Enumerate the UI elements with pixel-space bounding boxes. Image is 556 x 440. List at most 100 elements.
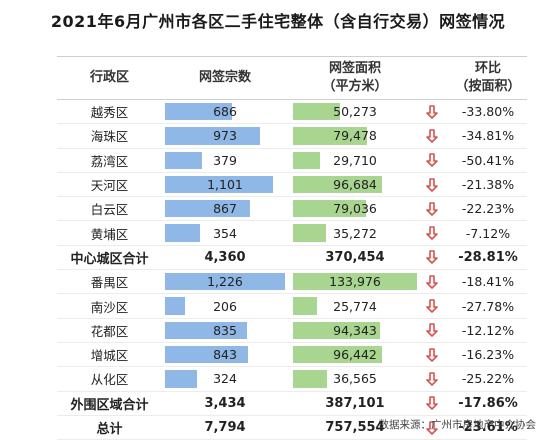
table-row: 白云区 867 79,036 -22.23% xyxy=(57,197,527,222)
count-cell: 1,101 xyxy=(165,173,285,196)
count-cell: 324 xyxy=(165,367,285,390)
count-bar xyxy=(165,127,261,145)
table-row: 越秀区 686 50,273 -33.80% xyxy=(57,100,527,125)
table-row: 南沙区 206 25,774 -27.78% xyxy=(57,294,527,319)
change-value: -18.41% xyxy=(461,274,515,290)
count-value: 686 xyxy=(213,104,237,120)
header-change-line2: （按面积） xyxy=(455,79,521,94)
area-cell: 25,774 xyxy=(293,294,417,317)
area-cell: 94,343 xyxy=(293,319,417,342)
count-value: 4,360 xyxy=(204,249,246,265)
table-row: 花都区 835 94,343 -12.12% xyxy=(57,319,527,343)
table-body: 越秀区 686 50,273 -33.80% 海珠区 973 79,478 -34.81% 荔湾… xyxy=(57,100,527,440)
area-bar xyxy=(293,103,340,121)
data-source: 数据来源：广州市房地产中介协会 xyxy=(378,419,537,431)
count-value: 206 xyxy=(213,298,237,314)
count-value: 354 xyxy=(213,225,237,241)
count-bar xyxy=(165,321,247,339)
area-bar xyxy=(293,273,417,291)
arrow-down-icon xyxy=(417,416,447,439)
arrow-down-icon xyxy=(417,392,447,415)
change-value: -12.12% xyxy=(461,322,515,338)
count-bar xyxy=(165,224,200,242)
area-bar xyxy=(293,370,327,388)
district-name: 荔湾区 xyxy=(90,153,129,169)
count-bar xyxy=(165,345,248,364)
count-value: 1,101 xyxy=(207,177,243,193)
area-cell: 35,272 xyxy=(293,221,417,244)
area-cell: 96,442 xyxy=(293,343,417,366)
area-cell: 36,565 xyxy=(293,367,417,390)
area-bar xyxy=(293,224,326,242)
change-value: -17.86% xyxy=(458,395,518,411)
change-value: -22.23% xyxy=(461,201,515,217)
change-value: -33.80% xyxy=(461,104,515,120)
count-cell: 835 xyxy=(165,319,285,342)
count-value: 379 xyxy=(213,152,237,168)
change-value: -7.12% xyxy=(465,225,511,241)
count-cell: 4,360 xyxy=(165,246,285,269)
arrow-down-icon xyxy=(417,343,447,366)
district-name: 越秀区 xyxy=(90,105,129,121)
district-name: 黄埔区 xyxy=(90,226,129,242)
area-value: 133,976 xyxy=(329,274,381,290)
header-area: 网签面积 （平方米） xyxy=(293,60,417,96)
change-value: -34.81% xyxy=(461,128,515,144)
district-name: 南沙区 xyxy=(90,299,129,315)
area-value: 96,442 xyxy=(333,347,377,363)
arrow-down-icon xyxy=(417,124,447,147)
count-cell: 867 xyxy=(165,197,285,220)
arrow-down-icon xyxy=(417,294,447,317)
area-cell: 79,036 xyxy=(293,197,417,220)
change-value: -28.81% xyxy=(458,249,518,265)
area-cell: 50,273 xyxy=(293,100,417,123)
area-cell: 757,554 xyxy=(293,416,417,439)
district-name: 海珠区 xyxy=(90,129,129,145)
count-value: 843 xyxy=(213,347,237,363)
count-cell: 1,226 xyxy=(165,270,285,293)
table-row: 荔湾区 379 29,710 -50.41% xyxy=(57,149,527,173)
change-value: -16.23% xyxy=(461,347,515,363)
area-value: 25,774 xyxy=(333,298,377,314)
district-name: 天河区 xyxy=(90,178,129,194)
arrow-down-icon xyxy=(417,100,447,123)
count-cell: 843 xyxy=(165,343,285,366)
area-bar xyxy=(293,151,321,169)
area-value: 96,684 xyxy=(333,177,377,193)
change-value: -23.61% xyxy=(458,420,518,435)
count-value: 3,434 xyxy=(204,395,246,411)
area-cell: 29,710 xyxy=(293,149,417,172)
count-bar xyxy=(165,273,285,291)
area-bar xyxy=(293,175,383,194)
area-value: 370,454 xyxy=(325,249,385,265)
change-value: -21.38% xyxy=(461,177,515,193)
district-name: 中心城区合计 xyxy=(70,251,149,267)
count-bar xyxy=(165,175,273,194)
count-cell: 3,434 xyxy=(165,392,285,415)
header-area-line1: 网签面积 xyxy=(328,61,381,76)
district-name: 外围区域合计 xyxy=(70,397,149,413)
area-cell: 133,976 xyxy=(293,270,417,293)
arrow-down-icon xyxy=(417,149,447,172)
district-name: 增城区 xyxy=(90,348,129,364)
count-value: 973 xyxy=(213,128,237,144)
count-bar xyxy=(165,370,197,388)
area-bar xyxy=(293,321,381,339)
count-cell: 7,794 xyxy=(165,416,285,439)
count-bar xyxy=(165,103,233,121)
area-value: 29,710 xyxy=(333,152,377,168)
arrow-down-icon xyxy=(417,319,447,342)
arrow-down-icon xyxy=(417,270,447,293)
page-title: 2021年6月广州市各区二手住宅整体（含自行交易）网签情况 xyxy=(50,12,506,31)
count-cell: 354 xyxy=(165,221,285,244)
table-header: 行政区 网签宗数 网签面积 （平方米） 环比 （按面积） xyxy=(57,56,527,100)
arrow-down-icon xyxy=(417,246,447,269)
count-value: 1,226 xyxy=(207,274,243,290)
district-name: 总计 xyxy=(96,422,123,437)
count-bar xyxy=(165,200,250,218)
district-name: 白云区 xyxy=(90,202,129,218)
arrow-down-icon xyxy=(417,221,447,244)
table-row: 黄埔区 354 35,272 -7.12% xyxy=(57,221,527,246)
count-value: 7,794 xyxy=(204,420,246,435)
arrow-down-icon xyxy=(417,173,447,196)
